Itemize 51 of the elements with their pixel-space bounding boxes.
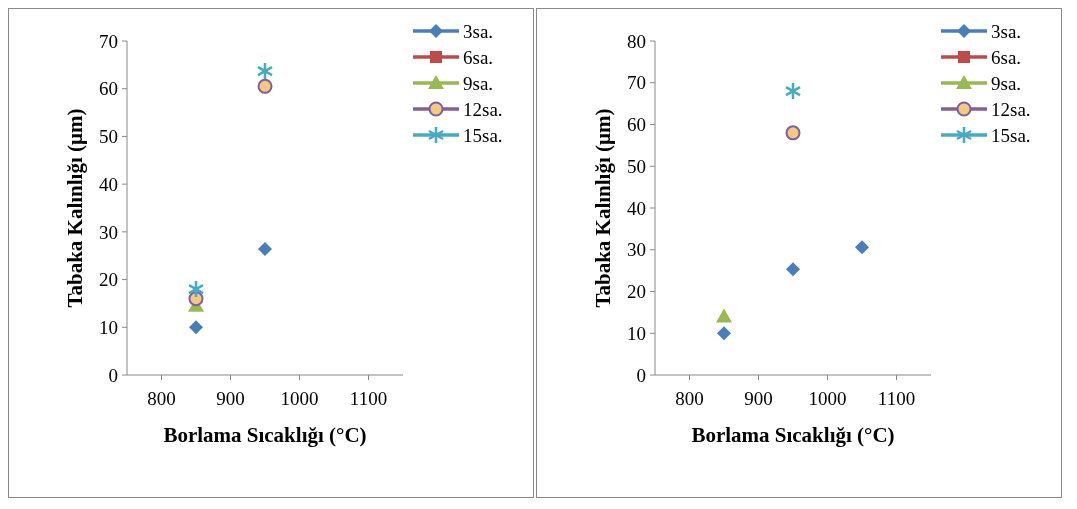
- y-tick-label: 50: [627, 155, 646, 177]
- x-axis-title: Borlama Sıcaklığı (°C): [163, 423, 367, 447]
- y-tick-label: 30: [627, 239, 646, 261]
- point: [256, 61, 274, 81]
- y-axis-title: Tabaka Kalınlığı (µm): [591, 108, 615, 308]
- point: [189, 320, 203, 335]
- point: [855, 240, 869, 255]
- point: [187, 279, 205, 299]
- legend-label: 15sa.: [463, 124, 503, 146]
- y-axis-title: Tabaka Kalınlığı (µm): [63, 108, 87, 308]
- y-tick-label: 20: [99, 269, 118, 291]
- y-tick-label: 10: [627, 322, 646, 344]
- point: [258, 242, 272, 257]
- point: [785, 125, 801, 141]
- x-tick-label: 800: [147, 388, 176, 409]
- y-tick-label: 80: [627, 30, 646, 52]
- point: [784, 81, 802, 101]
- y-tick-label: 30: [99, 221, 118, 243]
- y-tick-label: 60: [99, 78, 118, 100]
- y-tick-label: 70: [627, 72, 646, 94]
- legend-label: 6sa.: [463, 46, 494, 68]
- legend-label: 3sa.: [991, 20, 1022, 42]
- x-tick-label: 800: [675, 388, 704, 409]
- point: [717, 326, 731, 341]
- x-tick-label: 1000: [280, 388, 319, 409]
- x-tick-label: 900: [744, 388, 773, 409]
- x-tick-label: 1100: [877, 388, 916, 409]
- y-tick-label: 10: [99, 316, 118, 338]
- y-tick-label: 40: [99, 173, 118, 195]
- legend-label: 12sa.: [991, 98, 1031, 120]
- legend-label: 6sa.: [991, 46, 1022, 68]
- legend-label: 3sa.: [463, 20, 494, 42]
- legend-label: 9sa.: [991, 72, 1022, 94]
- point: [188, 291, 204, 307]
- x-tick-label: 1100: [349, 388, 388, 409]
- point: [716, 308, 732, 323]
- y-tick-label: 0: [108, 364, 118, 386]
- x-tick-label: 900: [216, 388, 245, 409]
- y-tick-label: 20: [627, 281, 646, 303]
- x-tick-label: 1000: [808, 388, 847, 409]
- y-tick-label: 0: [636, 364, 646, 386]
- y-tick-label: 40: [627, 197, 646, 219]
- point: [257, 78, 273, 94]
- legend-label: 15sa.: [991, 124, 1031, 146]
- y-tick-label: 60: [627, 114, 646, 136]
- legend-label: 12sa.: [463, 98, 503, 120]
- x-axis-title: Borlama Sıcaklığı (°C): [691, 423, 895, 447]
- y-tick-label: 50: [99, 126, 118, 148]
- legend-label: 9sa.: [463, 72, 494, 94]
- point: [786, 262, 800, 277]
- y-tick-label: 70: [99, 30, 118, 52]
